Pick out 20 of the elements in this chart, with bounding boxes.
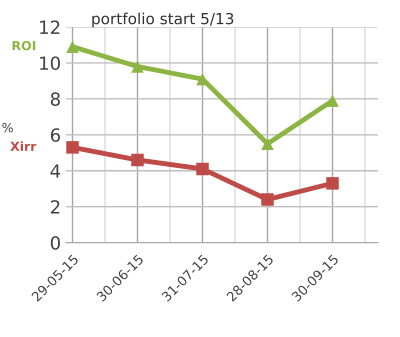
y-tick-label: 10 bbox=[40, 56, 60, 70]
y-tick-label: 2 bbox=[50, 200, 60, 214]
y-tick-label: 8 bbox=[50, 92, 60, 106]
point bbox=[66, 40, 79, 53]
chart-title: portfolio start 5/13 bbox=[92, 12, 234, 28]
y-tick-label: 4 bbox=[50, 164, 60, 178]
text: Xirr bbox=[10, 141, 36, 151]
y-tick-label: 6 bbox=[50, 128, 60, 142]
point bbox=[326, 177, 339, 190]
point bbox=[326, 94, 339, 107]
point bbox=[261, 138, 274, 150]
point bbox=[196, 162, 209, 176]
point bbox=[261, 193, 274, 206]
y-tick-label: 12 bbox=[40, 20, 60, 34]
text: ROI bbox=[12, 40, 36, 50]
y-tick-label: 0 bbox=[50, 236, 60, 250]
point bbox=[131, 60, 144, 73]
point bbox=[66, 141, 79, 154]
y-axis-title: % bbox=[2, 122, 13, 132]
point bbox=[131, 154, 144, 166]
